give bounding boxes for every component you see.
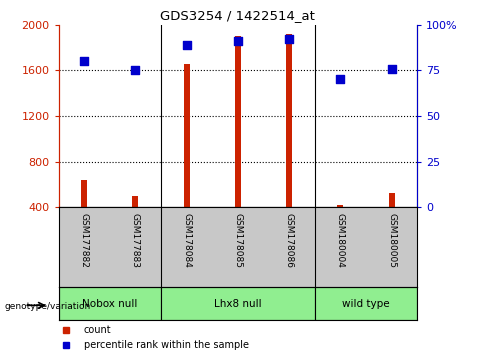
Text: GSM178084: GSM178084 xyxy=(182,213,191,268)
Text: GSM177883: GSM177883 xyxy=(131,213,140,268)
Title: GDS3254 / 1422514_at: GDS3254 / 1422514_at xyxy=(161,9,315,22)
Bar xyxy=(286,34,292,207)
Text: GSM178085: GSM178085 xyxy=(233,213,243,268)
Point xyxy=(337,77,345,82)
Bar xyxy=(388,193,395,207)
Bar xyxy=(81,180,87,207)
Text: GSM180004: GSM180004 xyxy=(336,213,345,268)
Text: GSM180005: GSM180005 xyxy=(387,213,396,268)
Text: wild type: wild type xyxy=(342,298,390,309)
Point xyxy=(234,38,242,44)
Text: Nobox null: Nobox null xyxy=(82,298,138,309)
Bar xyxy=(235,36,241,207)
Bar xyxy=(59,287,161,320)
Bar xyxy=(315,287,417,320)
Text: count: count xyxy=(83,325,111,335)
Text: genotype/variation: genotype/variation xyxy=(5,302,91,311)
Text: GSM177882: GSM177882 xyxy=(80,213,89,268)
Bar xyxy=(183,63,190,207)
Text: percentile rank within the sample: percentile rank within the sample xyxy=(83,340,249,350)
Bar xyxy=(337,205,344,207)
Point xyxy=(388,66,396,72)
Bar xyxy=(161,287,315,320)
Point xyxy=(285,36,293,42)
Bar xyxy=(132,196,139,207)
Text: Lhx8 null: Lhx8 null xyxy=(214,298,262,309)
Point xyxy=(183,42,191,48)
Point xyxy=(132,68,140,73)
Text: GSM178086: GSM178086 xyxy=(285,213,294,268)
Point xyxy=(80,58,88,64)
